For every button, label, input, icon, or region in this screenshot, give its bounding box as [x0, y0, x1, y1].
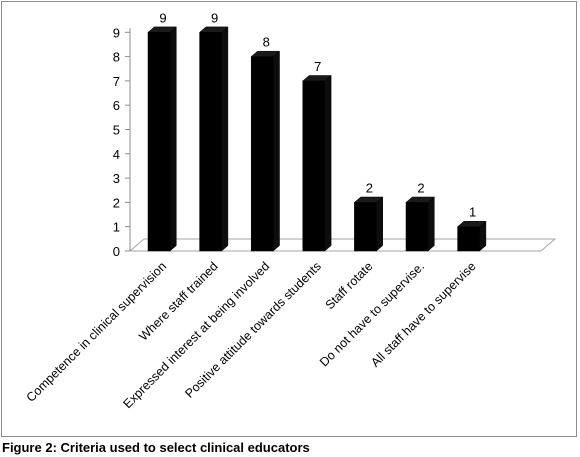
y-tick-label: 6	[113, 98, 120, 113]
bar-side-face	[221, 26, 229, 252]
bar	[198, 26, 229, 252]
bar-front-face	[457, 226, 480, 252]
y-tick-label: 9	[113, 25, 120, 40]
category-label: All staff have to supervise	[368, 259, 478, 369]
category-label: Staff rotate	[323, 259, 376, 312]
y-tick-label: 2	[113, 195, 120, 210]
y-tick-label: 3	[113, 171, 120, 186]
y-tick-label: 7	[113, 74, 120, 89]
bar	[302, 74, 332, 252]
chart-floor	[128, 238, 557, 252]
data-label: 2	[366, 180, 373, 195]
data-label: 7	[314, 59, 321, 74]
bar	[456, 220, 487, 252]
y-tick-label: 8	[113, 50, 120, 65]
bar-side-face	[324, 74, 332, 252]
bar-front-face	[354, 202, 377, 252]
bar	[250, 50, 281, 252]
data-label: 9	[211, 10, 218, 25]
bar-front-face	[147, 32, 171, 252]
bar	[405, 196, 435, 252]
figure-caption: Figure 2: Criteria used to select clinic…	[2, 440, 310, 455]
data-label: 1	[469, 205, 476, 220]
bar-side-face	[479, 220, 487, 252]
category-label: Do not have to supervise.	[317, 259, 427, 369]
bar-side-face	[376, 196, 383, 252]
bar-side-face	[169, 26, 177, 252]
data-label: 8	[263, 35, 270, 50]
bar-side-face	[427, 196, 435, 252]
data-label: 2	[417, 180, 424, 195]
data-label: 9	[159, 10, 166, 25]
bar-front-face	[405, 202, 429, 252]
bar-front-face	[302, 80, 326, 252]
bar	[147, 26, 177, 252]
bar-front-face	[199, 32, 222, 252]
bar-side-face	[272, 50, 280, 252]
y-tick-label: 0	[113, 244, 120, 259]
bar-front-face	[250, 56, 274, 252]
bar	[353, 196, 384, 252]
y-tick-label: 1	[113, 220, 120, 235]
y-tick-label: 4	[113, 147, 120, 162]
y-tick-label: 5	[113, 123, 120, 138]
